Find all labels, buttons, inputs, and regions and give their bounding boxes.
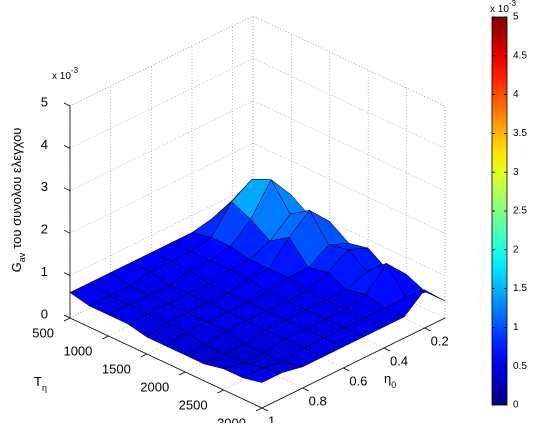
colorbar-tick-label: 1.5 (513, 283, 527, 294)
y-tick-label: 0.6 (349, 373, 367, 388)
axes: 500 1000 1500 2000 2500 3000 0.2 0.4 0.6 0.8 1 0 1 2 3… (32, 94, 449, 428)
colorbar-tick-label: 2 (513, 244, 519, 255)
y-tick (383, 347, 391, 352)
z-scale-exp: -3 (71, 66, 79, 75)
z-axis-label: Gav του συνολου ελεγχου (9, 128, 27, 273)
z-label-sub: av (17, 252, 27, 262)
y-label-sub: 0 (391, 380, 396, 390)
colorbar-tick-label: 3 (513, 167, 519, 178)
grid-line (69, 100, 254, 192)
colorbar-scale: x 10-3 (490, 0, 517, 15)
grid-line (69, 58, 254, 149)
x-tick-label: 2000 (140, 379, 169, 394)
x-tick (63, 317, 71, 322)
z-tick (63, 229, 71, 234)
z-tick (63, 102, 71, 107)
y-tick (302, 387, 309, 392)
z-scale-base: x 10 (52, 71, 71, 82)
x-tick (179, 371, 186, 376)
colorbar-scale-exp: -3 (509, 0, 517, 8)
y-tick-label: 0.2 (431, 333, 449, 348)
colorbar-scale-base: x 10 (490, 4, 509, 15)
colorbar-tick-label: 0.5 (513, 361, 527, 372)
x-tick (255, 407, 263, 412)
colorbar-tick-label: 5 (513, 12, 519, 23)
colorbar-tick-label: 1 (513, 322, 519, 333)
y-tick (424, 327, 431, 332)
z-tick-label: 5 (41, 94, 48, 109)
z-tick-label: 3 (41, 179, 48, 194)
z-tick-label: 1 (41, 264, 48, 279)
colorbar-ticks: 0 0.5 1 1.5 2 2.5 3 3.5 4 4.5 5 (492, 12, 527, 411)
x-tick-label: 1000 (63, 343, 92, 358)
grid-line (69, 142, 254, 234)
grid-line (252, 100, 446, 192)
surface (69, 178, 446, 383)
surface-face (242, 367, 283, 383)
grid-line (69, 185, 254, 276)
z-tick (63, 187, 71, 192)
colorbar-tick-label: 4.5 (513, 50, 527, 61)
x-tick-label: 3000 (217, 415, 246, 423)
x-axis-line (69, 317, 263, 409)
x-label-main: T (34, 374, 42, 389)
z-tick-label: 2 (41, 222, 48, 237)
z-scale: x 10-3 (52, 66, 79, 82)
y-tick (343, 367, 350, 372)
z-tick (63, 272, 71, 276)
colorbar-tick-label: 4 (513, 89, 519, 100)
x-tick-label: 2500 (179, 397, 208, 412)
z-label-rest: του συνολου ελεγχου (9, 128, 24, 249)
y-tick (261, 407, 269, 412)
x-tick (217, 389, 224, 394)
x-tick-label: 1500 (102, 361, 131, 376)
x-tick (140, 353, 147, 358)
x-tick (102, 335, 109, 340)
z-tick-label: 0 (41, 306, 48, 321)
colorbar-tick-label: 2.5 (513, 206, 527, 217)
colorbar-tick-label: 3.5 (513, 128, 527, 139)
x-tick-label: 500 (32, 325, 54, 340)
y-axis-line (261, 317, 446, 409)
z-label-main: G (9, 262, 24, 272)
x-axis-label: Tη (34, 374, 47, 393)
y-tick-label: 0.8 (309, 393, 327, 408)
z-tick (63, 314, 71, 319)
y-tick-label: 1 (268, 413, 275, 423)
y-label-main: η (384, 371, 391, 386)
colorbar-tick-label: 0 (513, 400, 519, 411)
grid-line (252, 58, 446, 149)
y-tick-label: 0.4 (390, 353, 408, 368)
z-tick-label: 4 (41, 137, 48, 152)
x-label-sub: η (42, 383, 47, 393)
box-edge (69, 15, 254, 107)
box-edge (252, 15, 446, 107)
y-axis-label: η0 (384, 371, 396, 390)
z-tick (63, 145, 71, 149)
